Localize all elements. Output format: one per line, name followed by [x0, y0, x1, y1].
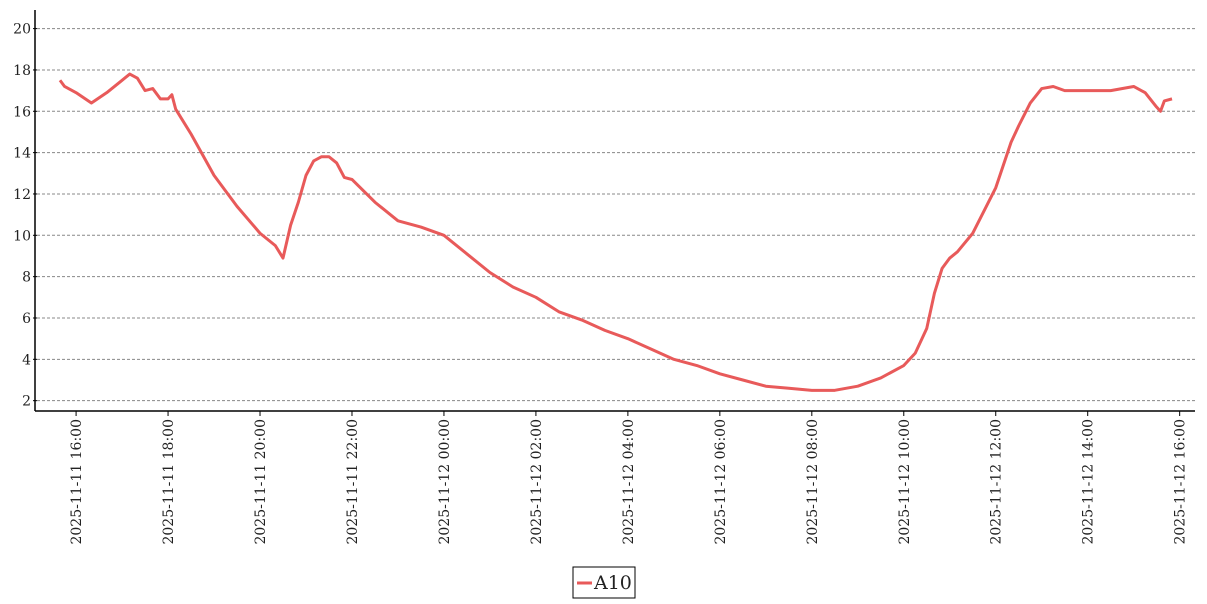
x-tick-label: 2025-11-12 14:00	[1081, 419, 1097, 545]
x-tick-label: 2025-11-12 12:00	[989, 419, 1005, 545]
x-tick-label: 2025-11-11 22:00	[345, 419, 361, 545]
x-tick-label: 2025-11-12 00:00	[437, 419, 453, 545]
x-tick-label: 2025-11-11 18:00	[161, 419, 177, 545]
x-tick-label: 2025-11-12 08:00	[805, 419, 821, 545]
y-tick-label: 8	[22, 270, 31, 286]
data-line	[58, 72, 1173, 392]
x-tick-label: 2025-11-11 16:00	[69, 419, 85, 545]
x-tick-label: 2025-11-11 20:00	[253, 419, 269, 545]
y-tick-label: 18	[13, 63, 31, 79]
y-tick-label: 14	[13, 146, 31, 162]
y-tick-label: 12	[13, 187, 31, 203]
x-tick-label: 2025-11-12 10:00	[897, 419, 913, 545]
y-tick-label: 2	[22, 394, 31, 410]
y-tick-label: 10	[13, 228, 31, 244]
x-tick-label: 2025-11-12 06:00	[713, 419, 729, 545]
y-tick-label: 20	[13, 22, 31, 38]
x-tick-label: 2025-11-12 16:00	[1173, 419, 1189, 545]
y-tick-label: 16	[13, 104, 31, 120]
x-tick-label: 2025-11-12 04:00	[621, 419, 637, 545]
x-tick-label: 2025-11-12 02:00	[529, 419, 545, 545]
legend-label: A10	[593, 572, 632, 594]
y-tick-label: 6	[22, 311, 31, 327]
y-tick-label: 4	[22, 352, 31, 368]
